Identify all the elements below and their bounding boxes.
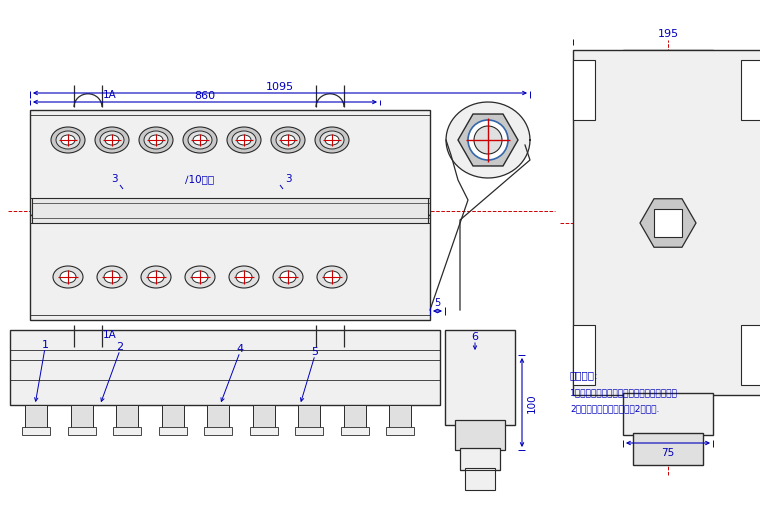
Ellipse shape [141, 266, 171, 288]
Bar [250, 427, 277, 435]
Ellipse shape [236, 271, 252, 283]
Text: 2: 2 [116, 342, 124, 352]
Bar [445, 330, 515, 425]
Text: 1A: 1A [103, 90, 117, 100]
Ellipse shape [185, 266, 215, 288]
Text: 860: 860 [195, 91, 216, 101]
Bar [460, 448, 500, 470]
Bar [341, 427, 369, 435]
Ellipse shape [100, 131, 124, 149]
Ellipse shape [144, 131, 168, 149]
Ellipse shape [273, 266, 303, 288]
Bar [113, 427, 141, 435]
Bar [623, 393, 713, 435]
Ellipse shape [56, 131, 80, 149]
Ellipse shape [149, 135, 163, 145]
Ellipse shape [192, 271, 208, 283]
Bar [465, 468, 495, 490]
Ellipse shape [315, 127, 349, 153]
Ellipse shape [229, 266, 259, 288]
Bar [633, 433, 703, 465]
Ellipse shape [105, 135, 119, 145]
Bar [741, 325, 760, 385]
Bar [573, 325, 595, 385]
Bar [30, 110, 430, 215]
Ellipse shape [232, 131, 256, 149]
Text: 5: 5 [312, 347, 318, 357]
Bar [573, 60, 595, 120]
Bar [10, 330, 440, 405]
Bar [386, 427, 414, 435]
Ellipse shape [227, 127, 261, 153]
Text: 75: 75 [661, 448, 675, 458]
Bar [25, 405, 47, 430]
Ellipse shape [61, 135, 75, 145]
Text: 195: 195 [657, 29, 679, 39]
Ellipse shape [281, 135, 295, 145]
Circle shape [468, 120, 508, 160]
Bar [204, 427, 233, 435]
Bar [344, 405, 366, 430]
Ellipse shape [320, 131, 344, 149]
Text: 3: 3 [285, 174, 291, 184]
Bar [116, 405, 138, 430]
Bar [296, 427, 323, 435]
Ellipse shape [95, 127, 129, 153]
Text: 5: 5 [434, 298, 440, 308]
Bar [389, 405, 411, 430]
Text: 6: 6 [471, 332, 479, 342]
Ellipse shape [271, 127, 305, 153]
Bar [207, 405, 230, 430]
Text: 4: 4 [236, 344, 243, 354]
Ellipse shape [139, 127, 173, 153]
Bar [573, 50, 760, 395]
Ellipse shape [53, 266, 83, 288]
Bar [253, 405, 275, 430]
Ellipse shape [183, 127, 217, 153]
Text: 1、装配完毕后，在相应的零部件上打上对应: 1、装配完毕后，在相应的零部件上打上对应 [570, 388, 678, 398]
Ellipse shape [280, 271, 296, 283]
Ellipse shape [148, 271, 164, 283]
Bar [159, 427, 187, 435]
Bar [623, 50, 713, 70]
Text: 100: 100 [527, 393, 537, 413]
Ellipse shape [237, 135, 251, 145]
Text: 1095: 1095 [266, 82, 294, 92]
Ellipse shape [60, 271, 76, 283]
Polygon shape [446, 102, 530, 178]
Bar [654, 209, 682, 237]
Ellipse shape [193, 135, 207, 145]
Text: ∕10通孔: ∕10通孔 [185, 174, 214, 184]
Bar [71, 405, 93, 430]
Ellipse shape [104, 271, 120, 283]
Ellipse shape [97, 266, 127, 288]
Text: 1: 1 [42, 340, 49, 350]
Bar [22, 427, 50, 435]
Bar [633, 70, 703, 100]
Bar [455, 420, 505, 450]
Bar [68, 427, 96, 435]
Text: 1A: 1A [103, 330, 117, 340]
Ellipse shape [51, 127, 85, 153]
Ellipse shape [276, 131, 300, 149]
Ellipse shape [324, 271, 340, 283]
Text: 2、在阴阳头长边侧各加工2个吊环.: 2、在阴阳头长边侧各加工2个吊环. [570, 404, 660, 414]
Bar [30, 215, 430, 320]
Ellipse shape [188, 131, 212, 149]
Ellipse shape [317, 266, 347, 288]
Bar [741, 60, 760, 120]
Bar [32, 198, 428, 223]
Bar [162, 405, 184, 430]
Ellipse shape [325, 135, 339, 145]
Bar [299, 405, 320, 430]
Text: 3: 3 [111, 174, 117, 184]
Text: 技术要求:: 技术要求: [570, 370, 599, 380]
Circle shape [474, 126, 502, 154]
